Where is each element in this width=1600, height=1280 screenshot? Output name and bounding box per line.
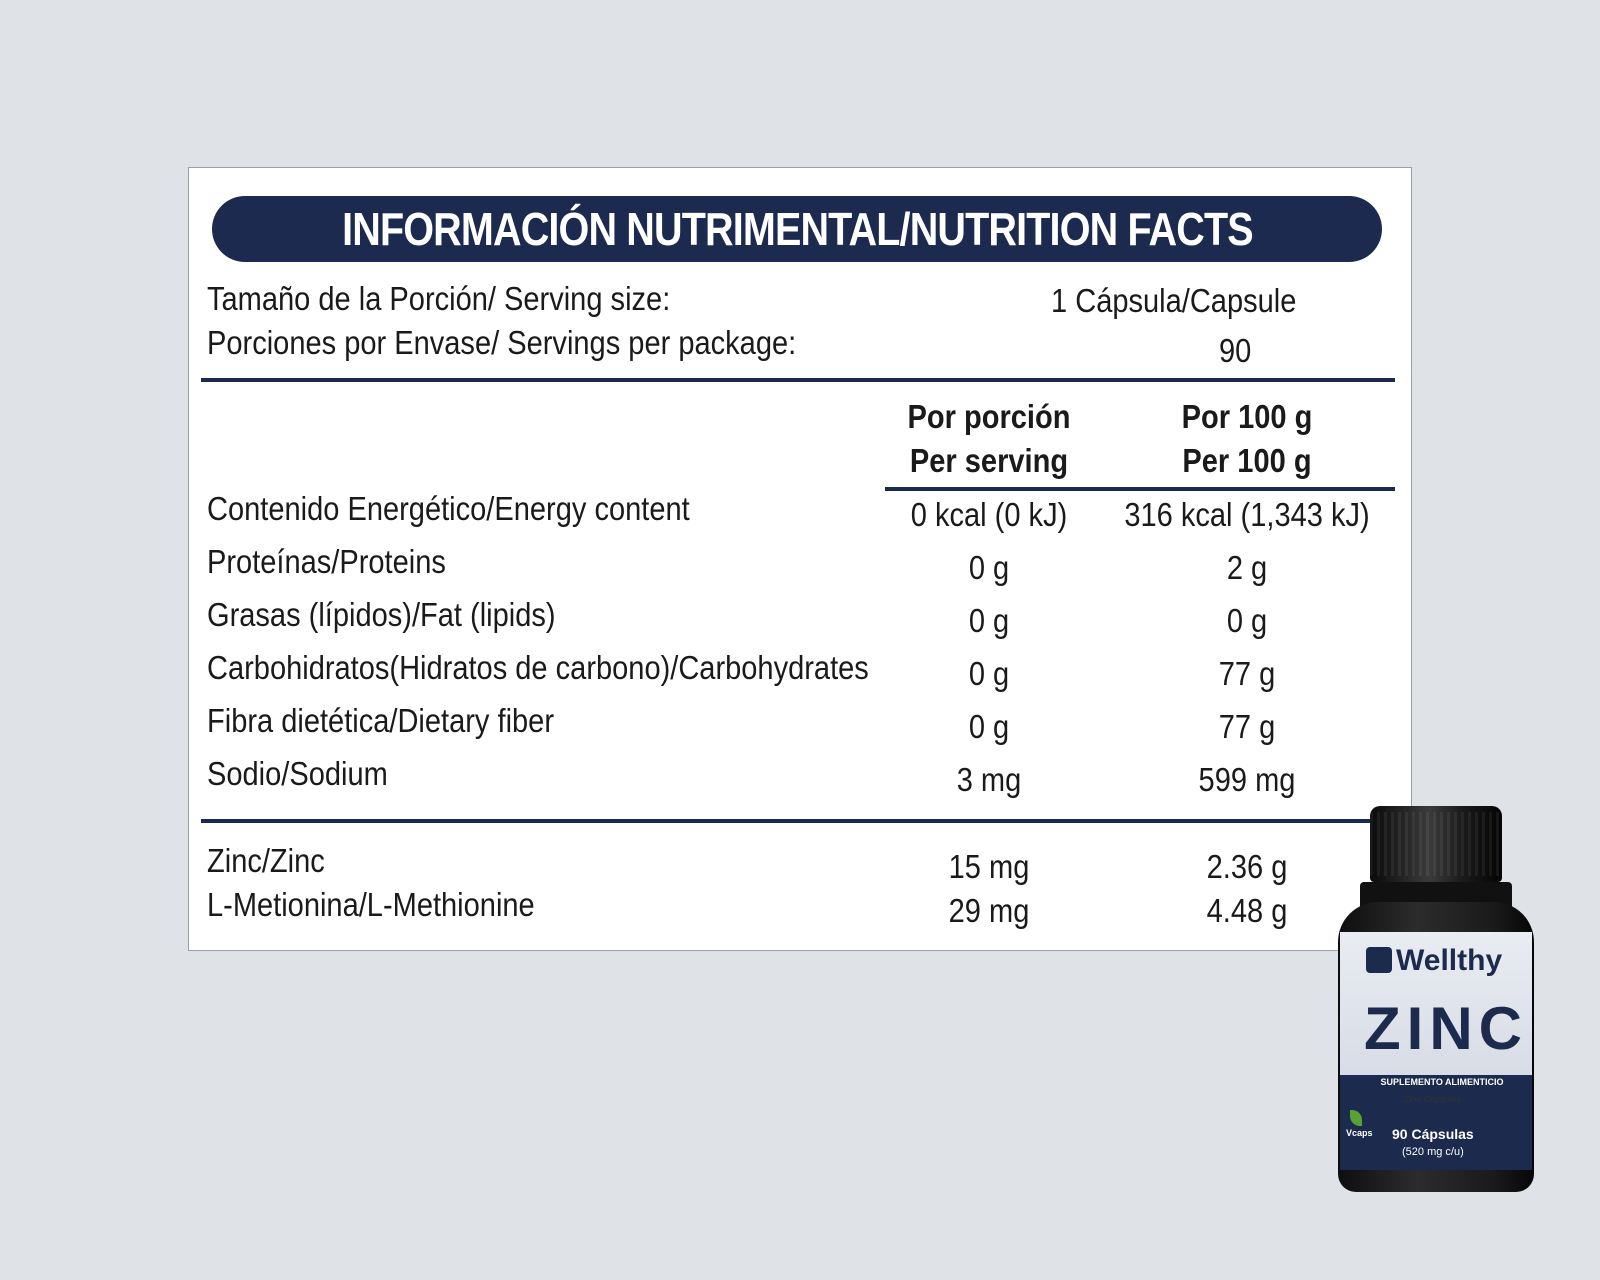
row-name: Proteínas/Proteins bbox=[207, 543, 446, 580]
row-per-100g: 4.48 g bbox=[1206, 892, 1288, 929]
divider-bottom bbox=[201, 819, 1395, 823]
row-per-100g: 2.36 g bbox=[1206, 848, 1288, 885]
row-name: Zinc/Zinc bbox=[207, 842, 325, 879]
divider-top bbox=[201, 378, 1395, 382]
divider-header bbox=[885, 487, 1395, 491]
row-name: Carbohidratos(Hidratos de carbono)/Carbo… bbox=[207, 649, 869, 686]
product-bottle: Wellthy ZINC SUPLEMENTO ALIMENTICIO Zinc… bbox=[1338, 806, 1534, 1192]
capsule-count: 90 Cápsulas bbox=[1392, 1126, 1474, 1142]
brand-logo: Wellthy bbox=[1366, 944, 1502, 978]
bottle-label: Wellthy ZINC SUPLEMENTO ALIMENTICIO Zinc… bbox=[1340, 932, 1532, 1170]
row-per-serving: 0 kcal (0 kJ) bbox=[910, 496, 1068, 533]
row-per-100g: 2 g bbox=[1226, 549, 1268, 586]
row-per-serving: 29 mg bbox=[948, 892, 1030, 929]
row-per-100g: 77 g bbox=[1218, 708, 1276, 745]
vcaps-badge: Vcaps bbox=[1346, 1128, 1373, 1138]
servings-per-package-value: 90 bbox=[1219, 332, 1252, 369]
row-per-serving: 0 g bbox=[968, 602, 1010, 639]
nutrition-facts-panel: INFORMACIÓN NUTRIMENTAL/NUTRITION FACTS … bbox=[188, 167, 1412, 951]
row-per-100g: 316 kcal (1,343 kJ) bbox=[1124, 496, 1370, 533]
row-per-100g: 77 g bbox=[1218, 655, 1276, 692]
row-per-serving: 3 mg bbox=[956, 761, 1022, 798]
row-per-serving: 15 mg bbox=[948, 848, 1030, 885]
col-per-100g-es: Por 100 g bbox=[1181, 398, 1313, 435]
row-per-100g: 0 g bbox=[1226, 602, 1268, 639]
col-per-100g-en: Per 100 g bbox=[1182, 442, 1312, 479]
row-name: L-Metionina/L-Methionine bbox=[207, 886, 535, 923]
row-name: Contenido Energético/Energy content bbox=[207, 490, 690, 527]
nutrition-title: INFORMACIÓN NUTRIMENTAL/NUTRITION FACTS bbox=[212, 196, 1382, 262]
capsule-dose: (520 mg c/u) bbox=[1402, 1146, 1464, 1158]
row-per-serving: 0 g bbox=[968, 708, 1010, 745]
row-name: Fibra dietética/Dietary fiber bbox=[207, 702, 555, 739]
row-per-100g: 599 mg bbox=[1198, 761, 1296, 798]
row-name: Grasas (lípidos)/Fat (lipids) bbox=[207, 596, 556, 633]
product-category: SUPLEMENTO ALIMENTICIO bbox=[1372, 1076, 1512, 1088]
col-per-serving-es: Por porción bbox=[907, 398, 1071, 435]
product-subtitle: Zinc Capsules bbox=[1404, 1094, 1462, 1104]
brand-logo-icon bbox=[1366, 947, 1392, 973]
row-name: Sodio/Sodium bbox=[207, 755, 388, 792]
serving-size-value: 1 Cápsula/Capsule bbox=[1051, 282, 1297, 319]
row-per-serving: 0 g bbox=[968, 655, 1010, 692]
bottle-cap bbox=[1370, 806, 1502, 882]
product-name: ZINC bbox=[1364, 995, 1528, 1062]
leaf-icon bbox=[1350, 1110, 1362, 1126]
col-per-serving-en: Per serving bbox=[909, 442, 1069, 479]
servings-per-package-label: Porciones por Envase/ Servings per packa… bbox=[207, 324, 797, 361]
serving-size-label: Tamaño de la Porción/ Serving size: bbox=[207, 280, 671, 317]
row-per-serving: 0 g bbox=[968, 549, 1010, 586]
